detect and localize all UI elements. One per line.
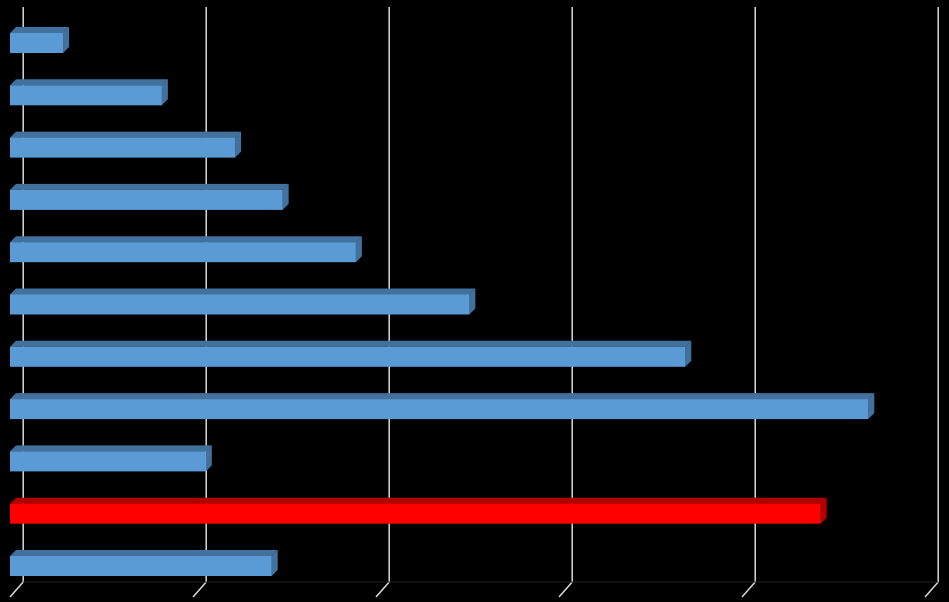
bar [10, 550, 278, 576]
bar-front [10, 399, 869, 420]
bar-top [10, 183, 289, 190]
bar-top [10, 497, 827, 504]
bar-front [10, 85, 162, 106]
gridline-floor [375, 581, 390, 598]
bar-side [469, 288, 476, 315]
bar [10, 236, 362, 263]
bar-top [10, 288, 476, 295]
bar-front [10, 33, 64, 53]
bar-top [10, 27, 70, 33]
bar-front [10, 137, 236, 158]
bar-side [868, 393, 875, 420]
bar [10, 393, 875, 420]
bar-front [10, 451, 206, 472]
bar [10, 27, 70, 53]
bar-top [10, 393, 875, 400]
gridline-floor [558, 581, 573, 598]
bar-front [10, 189, 283, 210]
gridline-floor [9, 581, 24, 598]
bar-top [10, 340, 692, 347]
bar-side [820, 497, 827, 524]
bar-top [10, 236, 362, 243]
bar [10, 340, 692, 367]
bar-side [685, 340, 692, 367]
bar-highlight [10, 497, 827, 524]
bar-top [10, 445, 212, 452]
bar-front [10, 556, 272, 576]
gridline-floor [192, 581, 207, 598]
bar-front [10, 294, 470, 315]
bar [10, 131, 242, 158]
bar-side [355, 236, 362, 263]
bar-top [10, 131, 242, 138]
bar-top [10, 79, 168, 86]
bar-side [161, 79, 168, 106]
bar-top [10, 550, 278, 556]
bar [10, 79, 168, 106]
bar [10, 445, 212, 472]
bar-front [10, 242, 356, 263]
bar-side [205, 445, 212, 472]
bar-front [10, 503, 821, 524]
bar-side [235, 131, 242, 158]
bar-front [10, 346, 686, 367]
gridline-floor [924, 581, 939, 598]
bar [10, 183, 289, 210]
bar-side [271, 550, 278, 576]
bar-side [63, 27, 70, 53]
bars [10, 27, 875, 576]
bar [10, 288, 476, 315]
gridline-floor [741, 581, 756, 598]
bar-side [282, 183, 289, 210]
